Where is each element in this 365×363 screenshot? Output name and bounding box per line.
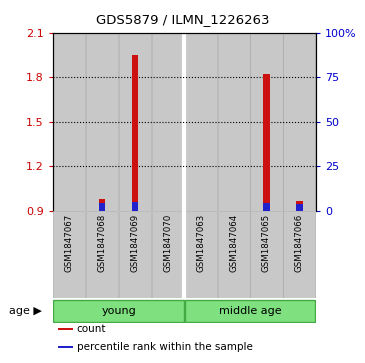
Bar: [296, 204, 303, 211]
FancyBboxPatch shape: [185, 301, 315, 322]
Bar: [250, 33, 283, 211]
Text: GSM1847065: GSM1847065: [262, 214, 271, 272]
Text: GSM1847064: GSM1847064: [229, 214, 238, 272]
Text: GSM1847068: GSM1847068: [98, 214, 107, 272]
FancyBboxPatch shape: [53, 211, 85, 298]
Bar: [132, 202, 138, 211]
FancyBboxPatch shape: [119, 211, 151, 298]
Text: GSM1847070: GSM1847070: [164, 214, 172, 272]
Text: GSM1847069: GSM1847069: [131, 214, 139, 272]
Bar: [283, 33, 315, 211]
FancyBboxPatch shape: [185, 211, 217, 298]
Bar: [152, 33, 184, 211]
Bar: [263, 203, 270, 211]
Text: GSM1847066: GSM1847066: [295, 214, 304, 272]
Bar: [86, 33, 118, 211]
FancyBboxPatch shape: [152, 211, 184, 298]
Text: percentile rank within the sample: percentile rank within the sample: [77, 342, 253, 352]
FancyBboxPatch shape: [58, 346, 73, 348]
FancyBboxPatch shape: [53, 301, 184, 322]
Text: GDS5879 / ILMN_1226263: GDS5879 / ILMN_1226263: [96, 13, 269, 26]
Text: middle age: middle age: [219, 306, 281, 316]
FancyBboxPatch shape: [58, 328, 73, 330]
Text: GSM1847063: GSM1847063: [196, 214, 205, 272]
Bar: [99, 203, 105, 211]
Text: count: count: [77, 324, 106, 334]
Text: GSM1847067: GSM1847067: [65, 214, 74, 272]
Bar: [99, 199, 105, 211]
Bar: [185, 33, 217, 211]
FancyBboxPatch shape: [218, 211, 250, 298]
Bar: [296, 201, 303, 211]
Bar: [53, 33, 85, 211]
FancyBboxPatch shape: [283, 211, 315, 298]
Text: age ▶: age ▶: [9, 306, 42, 316]
FancyBboxPatch shape: [250, 211, 283, 298]
Bar: [218, 33, 250, 211]
Bar: [132, 55, 138, 211]
Text: young: young: [101, 306, 136, 316]
Bar: [263, 74, 270, 211]
Bar: [119, 33, 151, 211]
FancyBboxPatch shape: [86, 211, 118, 298]
